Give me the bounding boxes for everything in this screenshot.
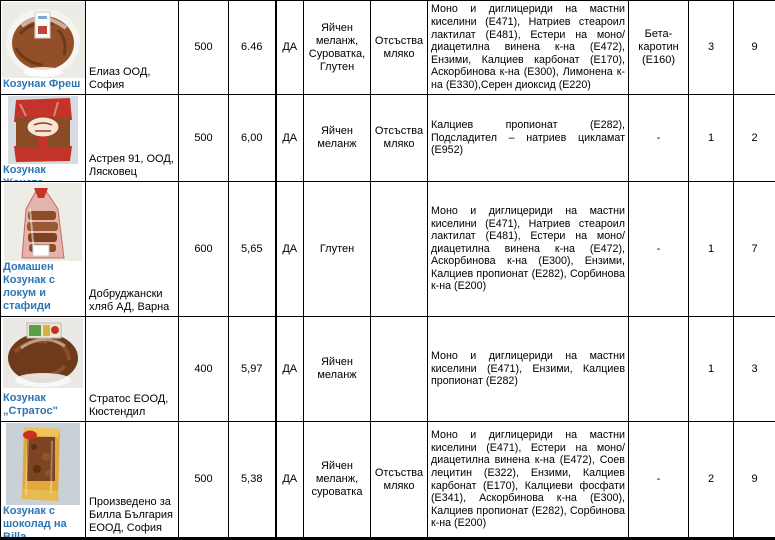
count-b-cell: 7	[734, 182, 775, 317]
product-photo-yellow-pack-kozunak	[6, 423, 80, 505]
count-b-cell: 9	[734, 422, 775, 539]
count-b-cell: 3	[734, 317, 775, 422]
product-photo-pink-bag-kozunak	[4, 183, 82, 261]
product-link[interactable]: Козунак Фреш	[2, 78, 84, 92]
allergens-cell: Глутен	[304, 182, 371, 317]
allergens-cell: Яйчен меланж, Суроватка, Глутен	[304, 1, 371, 95]
additives-cell: Моно и диглицериди на мастни киселини (Е…	[428, 422, 629, 539]
weight-cell: 500	[179, 95, 229, 182]
da-cell: ДА	[276, 95, 304, 182]
count-a-cell: 3	[689, 1, 734, 95]
price-cell: 6,00	[229, 95, 276, 182]
product-cell: Козунак „Стратос"	[1, 317, 86, 422]
count-a-cell: 1	[689, 317, 734, 422]
price-cell: 5,38	[229, 422, 276, 539]
milk-status-cell	[371, 182, 428, 317]
da-cell: ДА	[276, 317, 304, 422]
milk-status-cell	[371, 317, 428, 422]
milk-status-cell: Отсъства мляко	[371, 95, 428, 182]
product-cell: Козунак с шоколад на Billa	[1, 422, 86, 539]
producer-cell: Елиаз ООД, София	[86, 1, 179, 95]
producer-cell: Астрея 91, ООД, Лясковец	[86, 95, 179, 182]
colorant-cell: -	[629, 182, 689, 317]
da-cell: ДА	[276, 422, 304, 539]
additives-cell: Калциев пропионат (Е282), Подсладител – …	[428, 95, 629, 182]
product-cell: Козунак Жанета	[1, 95, 86, 182]
table-row: Козунак Жанета Астрея 91, ООД, Лясковец …	[1, 95, 775, 182]
additives-cell: Моно и диглицериди на мастни киселини (Е…	[428, 1, 629, 95]
additives-cell: Моно и диглицериди на мастни киселини (Е…	[428, 317, 629, 422]
table-row: Козунак с шоколад на Billa Произведено з…	[1, 422, 775, 539]
allergens-cell: Яйчен меланж	[304, 317, 371, 422]
product-cell: Домашен Козунак с локум и стафиди	[1, 182, 86, 317]
allergens-cell: Яйчен меланж	[304, 95, 371, 182]
weight-cell: 600	[179, 182, 229, 317]
product-photo-clear-wrap-kozunak	[2, 2, 85, 78]
table-row: Козунак „Стратос" Стратос ЕООД, Кюстенди…	[1, 317, 775, 422]
producer-cell: Добруджански хляб АД, Варна	[86, 182, 179, 317]
additives-cell: Моно и диглицериди на мастни киселини (Е…	[428, 182, 629, 317]
product-link[interactable]: Козунак с шоколад на Billa	[2, 505, 84, 539]
count-a-cell: 1	[689, 95, 734, 182]
da-cell: ДА	[276, 1, 304, 95]
allergens-cell: Яйчен меланж, суроватка	[304, 422, 371, 539]
product-photo-round-kozunak-label	[3, 318, 83, 388]
count-a-cell: 2	[689, 422, 734, 539]
product-link[interactable]: Козунак „Стратос"	[2, 392, 84, 419]
colorant-cell: Бета-каротин (Е160)	[629, 1, 689, 95]
price-cell: 5,65	[229, 182, 276, 317]
count-b-cell: 2	[734, 95, 775, 182]
count-a-cell: 1	[689, 182, 734, 317]
colorant-cell: -	[629, 95, 689, 182]
da-cell: ДА	[276, 182, 304, 317]
product-photo-red-wrapper-kozunak	[8, 96, 78, 164]
product-cell: Козунак Фреш	[1, 1, 86, 95]
producer-cell: Стратос ЕООД, Кюстендил	[86, 317, 179, 422]
weight-cell: 500	[179, 422, 229, 539]
price-cell: 5,97	[229, 317, 276, 422]
table-row: Домашен Козунак с локум и стафиди Добруд…	[1, 182, 775, 317]
weight-cell: 400	[179, 317, 229, 422]
milk-status-cell: Отсъства мляко	[371, 1, 428, 95]
table-row: Козунак Фреш Елиаз ООД, София 500 6.46 Д…	[1, 1, 775, 95]
milk-status-cell: Отсъства мляко	[371, 422, 428, 539]
colorant-cell	[629, 317, 689, 422]
colorant-cell: -	[629, 422, 689, 539]
weight-cell: 500	[179, 1, 229, 95]
product-link[interactable]: Домашен Козунак с локум и стафиди	[2, 261, 84, 314]
product-link[interactable]: Козунак Жанета	[2, 164, 84, 182]
price-cell: 6.46	[229, 1, 276, 95]
producer-cell: Произведено за Билла България ЕООД, Софи…	[86, 422, 179, 539]
count-b-cell: 9	[734, 1, 775, 95]
